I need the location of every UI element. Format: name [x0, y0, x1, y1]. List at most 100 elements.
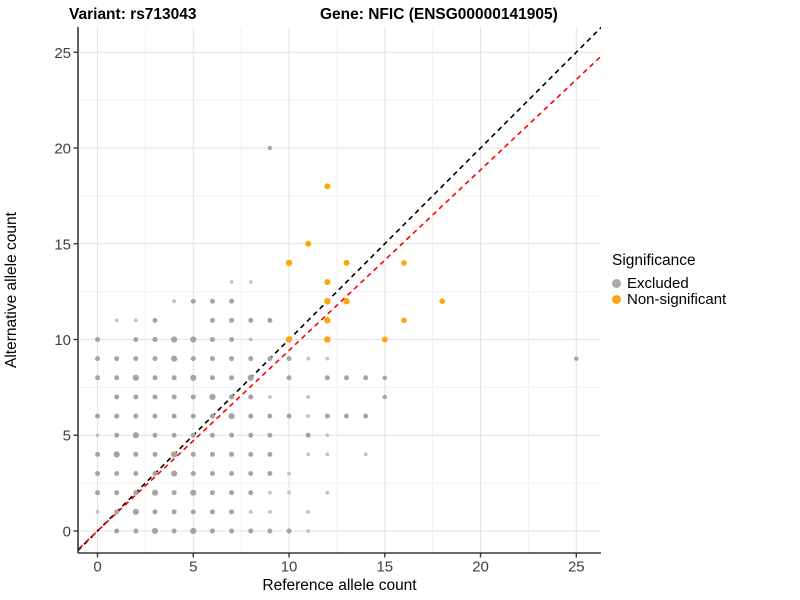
data-point-excluded [306, 356, 311, 361]
data-point-excluded [152, 451, 158, 457]
data-point-excluded [113, 451, 120, 458]
x-tick-label: 0 [93, 559, 101, 576]
data-point-excluded [229, 509, 235, 515]
data-point-excluded [247, 374, 254, 381]
y-tick-label: 10 [54, 332, 71, 349]
data-point-excluded [209, 432, 215, 438]
data-point-excluded [267, 413, 273, 419]
data-point-excluded [306, 452, 311, 457]
x-tick-label: 15 [376, 559, 393, 576]
data-point-excluded [114, 318, 119, 323]
data-point-excluded [287, 490, 291, 495]
data-point-excluded [190, 471, 196, 477]
data-point-excluded [229, 471, 235, 477]
data-point-excluded [286, 528, 292, 534]
legend-item-non-significant: Non-significant [612, 291, 797, 308]
data-point-excluded [171, 336, 178, 343]
data-point-excluded [114, 528, 120, 534]
data-point-excluded [95, 471, 101, 477]
data-point-excluded [114, 356, 120, 362]
data-point-excluded [152, 394, 158, 400]
data-point-excluded [151, 527, 159, 535]
data-point-excluded [133, 451, 139, 457]
legend-title: Significance [612, 252, 696, 269]
data-point-excluded [267, 509, 272, 514]
data-point-non-significant [305, 240, 312, 247]
data-point-excluded [229, 451, 235, 457]
data-point-excluded [209, 528, 215, 534]
data-point-excluded [95, 375, 101, 381]
data-point-excluded [133, 413, 139, 419]
data-point-excluded [114, 509, 120, 515]
data-point-excluded [248, 471, 254, 477]
data-point-excluded [209, 336, 215, 342]
data-point-non-significant [343, 298, 350, 305]
data-point-excluded [190, 432, 196, 438]
data-point-excluded [209, 413, 215, 419]
data-point-excluded [248, 490, 254, 496]
data-point-excluded [286, 356, 292, 362]
y-tick-label: 5 [63, 428, 71, 445]
data-point-excluded [248, 509, 253, 514]
data-point-excluded [190, 451, 196, 457]
data-point-excluded [325, 452, 330, 457]
data-point-excluded [114, 432, 120, 438]
data-point-non-significant [324, 298, 331, 305]
data-point-excluded [229, 432, 235, 438]
data-point-excluded [95, 413, 101, 419]
data-point-excluded [363, 452, 368, 457]
data-point-excluded [95, 451, 101, 457]
data-point-excluded [363, 375, 369, 381]
data-point-excluded [114, 471, 120, 477]
data-point-excluded [209, 317, 215, 323]
data-point-excluded [171, 509, 177, 515]
data-point-excluded [171, 432, 177, 438]
data-point-excluded [248, 337, 253, 342]
data-point-excluded [190, 527, 197, 535]
data-point-excluded [267, 395, 272, 399]
y-tick-label: 0 [63, 523, 71, 540]
data-point-excluded [267, 145, 273, 151]
data-point-excluded [95, 356, 101, 362]
data-point-excluded [209, 393, 216, 401]
data-point-excluded [132, 508, 139, 515]
data-point-excluded [267, 471, 273, 477]
data-point-excluded [171, 394, 177, 400]
data-point-excluded [248, 451, 254, 457]
data-point-excluded [190, 413, 196, 419]
data-point-excluded [325, 490, 330, 495]
data-point-excluded [343, 413, 349, 419]
data-point-excluded [133, 336, 139, 342]
data-point-excluded [267, 356, 273, 362]
data-point-excluded [152, 509, 158, 515]
excluded-dot-icon [612, 278, 621, 288]
data-point-excluded [171, 470, 178, 477]
data-point-excluded [190, 356, 196, 362]
data-point-excluded [209, 298, 215, 304]
data-point-excluded [95, 490, 101, 496]
data-point-non-significant [285, 336, 293, 343]
data-point-excluded [267, 528, 273, 534]
data-point-excluded [209, 490, 215, 496]
data-point-excluded [190, 336, 197, 343]
gene-title: Gene: NFIC (ENSG00000141905) [320, 6, 558, 23]
data-point-excluded [305, 432, 311, 438]
data-point-excluded [229, 317, 235, 323]
data-point-excluded [229, 375, 235, 381]
data-point-excluded [382, 394, 387, 400]
data-point-excluded [114, 490, 120, 496]
data-point-excluded [133, 356, 139, 362]
data-point-excluded [248, 413, 254, 419]
data-point-excluded [209, 451, 215, 457]
data-point-excluded [228, 412, 235, 420]
data-point-excluded [133, 471, 139, 477]
data-point-excluded [133, 318, 138, 323]
data-point-excluded [343, 375, 349, 381]
data-point-excluded [132, 374, 139, 381]
y-tick-label: 15 [54, 236, 71, 253]
data-point-excluded [229, 394, 235, 400]
fitted-ratio-line [78, 55, 601, 551]
data-point-excluded [171, 490, 177, 496]
data-point-excluded [171, 528, 177, 534]
